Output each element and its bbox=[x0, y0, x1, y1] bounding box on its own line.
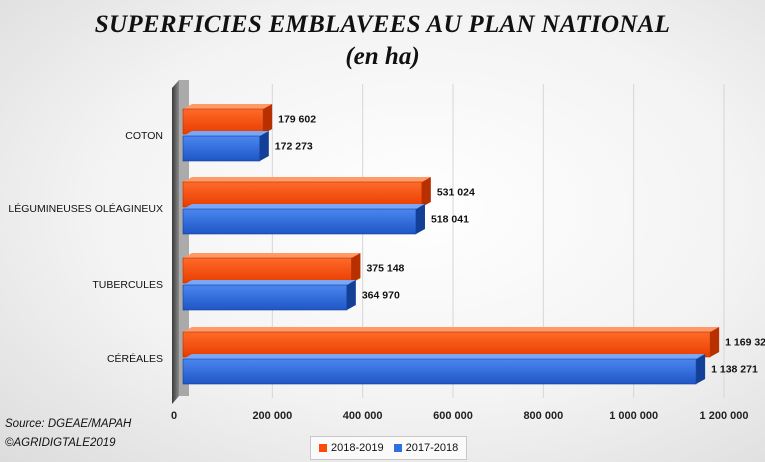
x-tick-label: 1 000 000 bbox=[609, 410, 658, 422]
legend-swatch-series-2 bbox=[393, 444, 402, 452]
bar-top-face bbox=[183, 327, 720, 332]
bar-side-face bbox=[263, 104, 273, 134]
x-tick-label: 200 000 bbox=[252, 410, 292, 422]
data-label: 1 169 324 bbox=[725, 337, 765, 349]
bar-side-face bbox=[710, 327, 720, 357]
data-label: 531 024 bbox=[437, 187, 475, 199]
data-label: 364 970 bbox=[362, 290, 400, 302]
x-tick-label: 600 000 bbox=[433, 410, 473, 422]
legend-label-series-2: 2017-2018 bbox=[405, 442, 459, 454]
bar-top-face bbox=[183, 280, 356, 285]
copyright-credit: ©AGRIDIGTALE2019 bbox=[5, 437, 116, 449]
chart-wall-shade bbox=[179, 80, 189, 396]
legend-item-series-2: 2017-2018 bbox=[393, 442, 459, 454]
data-label: 375 148 bbox=[366, 263, 404, 275]
chart-wall bbox=[172, 80, 179, 404]
source-note: Source: DGEAE/MAPAH bbox=[5, 418, 132, 430]
bar bbox=[182, 181, 423, 208]
chart-subtitle: (en ha) bbox=[345, 43, 420, 70]
bar-top-face bbox=[183, 131, 269, 136]
bar-side-face bbox=[351, 253, 361, 283]
bar-side-face bbox=[346, 280, 356, 310]
bar-top-face bbox=[183, 204, 425, 209]
x-tick-label: 0 bbox=[171, 410, 177, 422]
bar bbox=[182, 257, 352, 284]
bar bbox=[182, 208, 417, 235]
category-label: TUBERCULES bbox=[92, 279, 163, 291]
bar-side-face bbox=[415, 204, 425, 234]
bar bbox=[182, 358, 697, 385]
legend: 2018-2019 2017-2018 bbox=[310, 436, 468, 460]
bar bbox=[182, 135, 261, 162]
bar bbox=[182, 331, 711, 358]
bar-side-face bbox=[259, 131, 269, 161]
category-label: LÉGUMINEUSES OLÉAGINEUX bbox=[8, 202, 163, 215]
category-label: COTON bbox=[125, 130, 163, 142]
bar-top-face bbox=[183, 354, 706, 359]
bar-top-face bbox=[183, 177, 431, 182]
bar-top-face bbox=[183, 104, 273, 109]
data-label: 172 273 bbox=[275, 141, 313, 153]
data-label: 179 602 bbox=[278, 114, 316, 126]
data-label: 518 041 bbox=[431, 214, 469, 226]
bar-top-face bbox=[183, 253, 361, 258]
data-label: 1 138 271 bbox=[711, 364, 758, 376]
legend-label-series-1: 2018-2019 bbox=[331, 442, 384, 454]
bar-side-face bbox=[421, 177, 431, 207]
legend-swatch-series-1 bbox=[319, 444, 327, 452]
x-tick-label: 800 000 bbox=[523, 410, 563, 422]
x-tick-label: 400 000 bbox=[343, 410, 383, 422]
bar bbox=[182, 284, 348, 311]
category-label: CÉRÉALES bbox=[107, 352, 163, 365]
bar-side-face bbox=[696, 354, 706, 384]
chart-title: SUPERFICIES EMBLAVEES AU PLAN NATIONAL bbox=[94, 11, 671, 38]
legend-item-series-1: 2018-2019 bbox=[319, 442, 384, 454]
x-tick-label: 1 200 000 bbox=[700, 410, 749, 422]
bar bbox=[182, 108, 264, 135]
